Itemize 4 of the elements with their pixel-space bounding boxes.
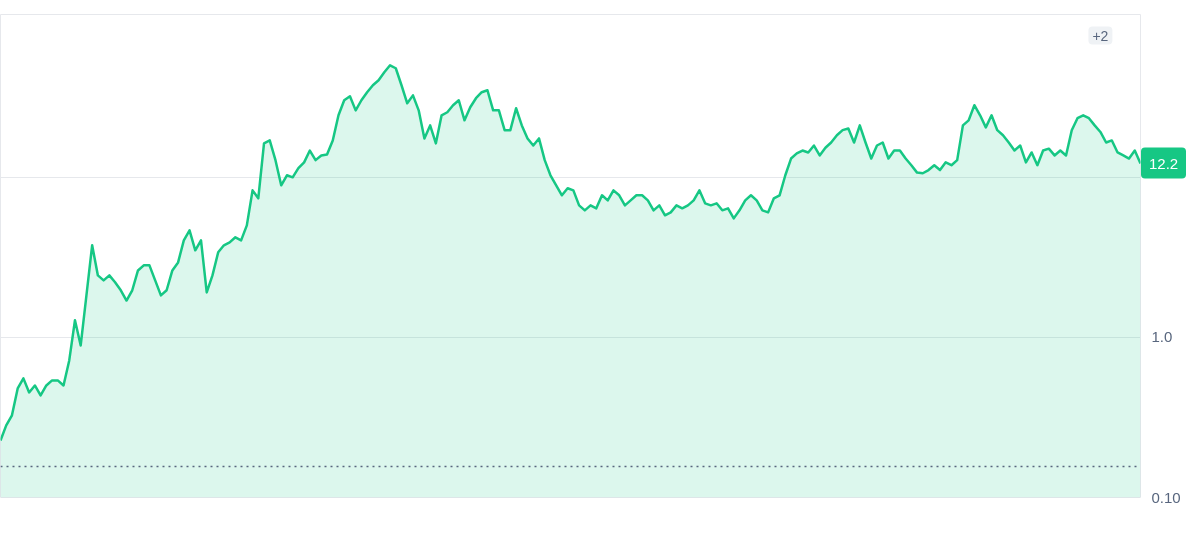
y-tick-label: 0.10 [1151, 488, 1181, 506]
text: 12.2 [1141, 147, 1187, 179]
annotation: +2 [1092, 27, 1109, 44]
y-tick-label: 1.0 [1151, 328, 1173, 346]
